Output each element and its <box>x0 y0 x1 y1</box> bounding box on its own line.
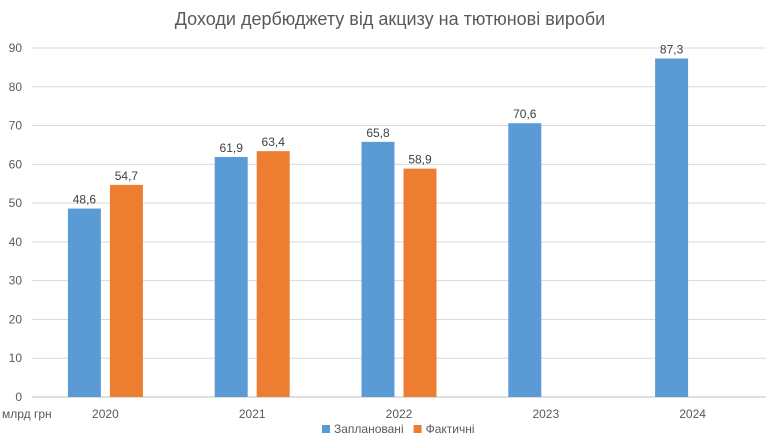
data-label: 61,9 <box>220 141 244 155</box>
y-tick-label: 40 <box>9 235 23 249</box>
bar-2020-series-1 <box>67 208 101 397</box>
y-axis-unit-label: млрд грн <box>2 407 52 421</box>
bars <box>67 58 689 398</box>
y-tick-label: 80 <box>9 80 23 94</box>
gridlines <box>32 47 766 398</box>
x-tick-label: 2020 <box>92 407 119 421</box>
x-tick-label: 2023 <box>532 407 559 421</box>
legend-label: Фактичні <box>426 422 475 436</box>
x-axis-ticks: 2020 2021 2022 2023 2024 <box>92 407 706 421</box>
legend-swatch <box>322 425 330 433</box>
data-label: 48,6 <box>73 193 97 207</box>
data-label: 65,8 <box>366 126 390 140</box>
x-tick-label: 2022 <box>386 407 413 421</box>
y-tick-label: 20 <box>9 312 23 326</box>
bar-2020-series-2 <box>109 184 143 397</box>
legend: Заплановані Фактичні <box>322 422 475 436</box>
legend-swatch <box>413 425 422 433</box>
x-tick-label: 2024 <box>679 407 706 421</box>
y-tick-label: 90 <box>9 41 23 55</box>
y-tick-label: 60 <box>9 157 23 171</box>
bar-2023-series-1 <box>508 123 542 398</box>
bar-2021-series-1 <box>214 156 248 397</box>
legend-label: Заплановані <box>334 422 404 436</box>
y-tick-label: 50 <box>9 196 23 210</box>
x-tick-label: 2021 <box>239 407 266 421</box>
bar-2024-series-1 <box>655 58 689 397</box>
bar-2022-series-1 <box>361 141 395 397</box>
bar-2022-series-2 <box>403 168 437 397</box>
chart-title: Доходи дербюджету від акцизу на тютюнові… <box>175 9 605 29</box>
data-label: 70,6 <box>513 107 537 121</box>
y-tick-label: 10 <box>9 351 23 365</box>
data-label: 87,3 <box>660 42 684 56</box>
data-label: 54,7 <box>115 169 139 183</box>
y-tick-label: 0 <box>15 390 22 404</box>
data-label: 58,9 <box>408 153 432 167</box>
y-tick-label: 70 <box>9 119 23 133</box>
y-tick-label: 30 <box>9 274 23 288</box>
data-labels: 48,6 54,7 61,9 63,4 65,8 58,9 70,6 87,3 <box>73 42 684 206</box>
bar-2021-series-2 <box>256 151 290 397</box>
data-label: 63,4 <box>262 135 286 149</box>
y-axis-ticks: 0 10 20 30 40 50 60 70 80 90 <box>9 41 23 404</box>
